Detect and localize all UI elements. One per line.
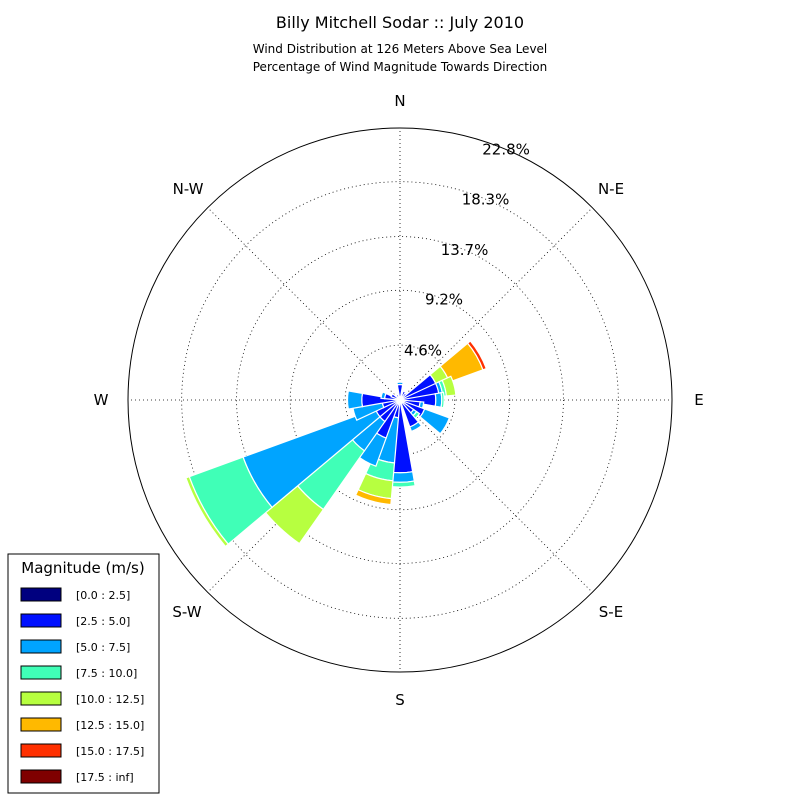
chart-subtitle-line-2: Percentage of Wind Magnitude Towards Dir… (253, 60, 547, 74)
legend-swatch-5 (20, 717, 62, 732)
legend-swatch-1 (20, 613, 62, 628)
legend: Magnitude (m/s) [0.0 : 2.5] [2.5 : 5.0] [5… (7, 553, 160, 794)
bar-sector-0-bin-2 (396, 381, 404, 386)
legend-label-0: [0.0 : 2.5] (76, 589, 130, 602)
legend-swatch-3 (20, 665, 62, 680)
direction-label-n-e: N-E (598, 180, 624, 198)
legend-swatch-7 (20, 769, 62, 784)
polar-frame (127, 127, 673, 673)
legend-title: Magnitude (m/s) (21, 559, 144, 577)
chart-title: Billy Mitchell Sodar :: July 2010 (276, 13, 524, 32)
radial-tick-0: 4.6% (404, 341, 442, 359)
bar-sector-240-bin-4 (185, 475, 230, 548)
bar-sector-90-bin-2 (434, 392, 443, 408)
legend-label-2: [5.0 : 7.5] (76, 641, 130, 654)
radial-tick-4: 22.8% (482, 141, 530, 159)
bar-sector-60-bin-6 (466, 340, 488, 371)
direction-label-n: N (394, 92, 405, 110)
direction-label-n-w: N-W (173, 180, 204, 198)
grid-spoke-7 (207, 207, 401, 401)
direction-label-s-w: S-W (172, 603, 201, 621)
bar-sector-195-bin-5 (354, 488, 393, 506)
legend-label-6: [15.0 : 17.5] (76, 745, 144, 758)
bar-sector-285-bin-2 (380, 391, 387, 400)
radial-tick-labels: 4.6% 9.2% 13.7% 18.3% 22.8% (404, 141, 530, 360)
grid-spoke-3 (399, 399, 593, 593)
chart-subtitle-line-1: Wind Distribution at 126 Meters Above Se… (253, 42, 548, 56)
bar-sector-75-bin-4 (441, 375, 457, 397)
bar-sector-90-bin-3 (440, 391, 445, 409)
grid-ring-1 (289, 289, 511, 511)
legend-label-1: [2.5 : 5.0] (76, 615, 130, 628)
legend-swatch-0 (20, 587, 62, 602)
direction-label-s-e: S-E (599, 603, 623, 621)
legend-label-4: [10.0 : 12.5] (76, 693, 144, 706)
bar-sector-330-bin-1 (395, 393, 400, 400)
sector-bars (185, 340, 488, 548)
grid-ring-2 (236, 236, 564, 564)
legend-swatch-2 (20, 639, 62, 654)
radial-tick-3: 18.3% (462, 190, 510, 208)
direction-label-w: W (94, 391, 109, 409)
legend-swatch-6 (20, 743, 62, 758)
direction-labels: N N-E E S-E S S-W W N-W (94, 92, 704, 709)
grid-ring-0 (344, 344, 456, 456)
outer-circle (127, 127, 673, 673)
legend-label-5: [12.5 : 15.0] (76, 719, 144, 732)
radial-tick-1: 9.2% (425, 291, 463, 309)
grid-spoke-1 (399, 207, 593, 401)
legend-label-7: [17.5 : inf] (76, 771, 134, 784)
grid-ring-3 (181, 181, 619, 619)
direction-label-e: E (694, 391, 703, 409)
bar-sector-270-bin-2 (346, 390, 364, 410)
bar-sector-120-bin-2 (419, 408, 451, 435)
direction-label-s: S (395, 691, 405, 709)
legend-label-3: [7.5 : 10.0] (76, 667, 137, 680)
radial-tick-2: 13.7% (441, 241, 489, 259)
bar-sector-150-bin-2 (409, 421, 423, 433)
legend-swatch-4 (20, 691, 62, 706)
